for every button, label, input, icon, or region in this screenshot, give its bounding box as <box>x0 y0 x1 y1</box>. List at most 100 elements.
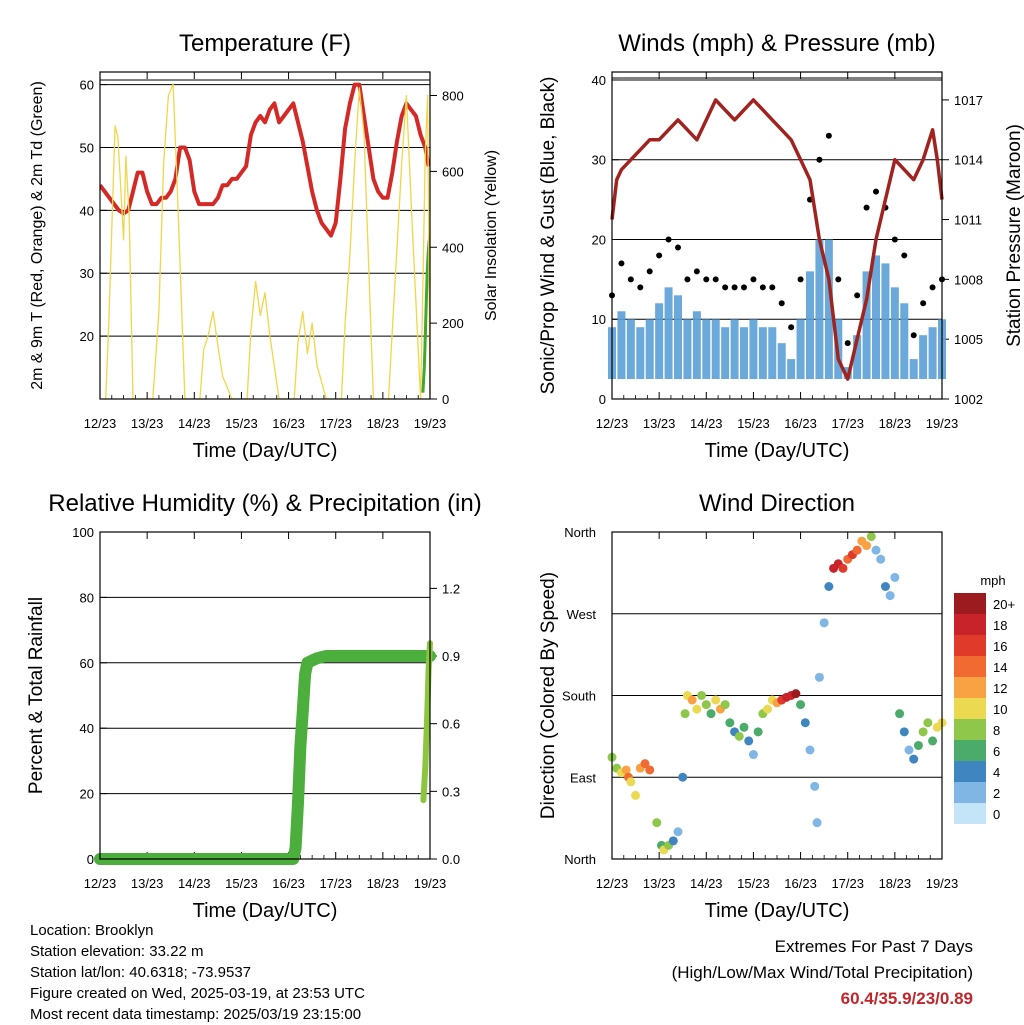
winddir-point <box>652 818 662 828</box>
gust-point <box>844 340 851 347</box>
gust-point <box>722 284 729 291</box>
winddir-point <box>819 618 829 628</box>
wind-point <box>872 255 880 379</box>
humidity-xlabel: Time (Day/UTC) <box>193 900 338 922</box>
wind-point <box>787 359 796 379</box>
wind-point <box>749 319 758 379</box>
temperature-ytick-right-label: 200 <box>442 316 464 331</box>
winddir-point <box>701 700 711 710</box>
gust-point <box>873 188 879 195</box>
gust-point <box>665 236 672 243</box>
temperature-ylabel: 2m & 9m T (Red, Orange) & 2m Td (Green) <box>29 81 46 390</box>
temperature-xtick-label: 13/23 <box>131 416 164 431</box>
colorbar-swatch <box>954 593 986 614</box>
winddir-point <box>739 722 749 732</box>
humidity-chart: 12/23 13/23 14/23 15/23 16/23 17/23 18/23 19/23… <box>26 490 482 922</box>
gust-point <box>750 276 757 283</box>
colorbar-label: 4 <box>993 765 1000 780</box>
humidity-ytick-label: 60 <box>80 656 94 671</box>
colorbar-label: 18 <box>993 618 1007 633</box>
temperature-xtick-label: 15/23 <box>225 416 258 431</box>
winddir-point <box>890 572 900 582</box>
colorbar-label: 2 <box>993 786 1000 801</box>
station-elevation: Station elevation: 33.22 m <box>30 943 204 960</box>
gust-point <box>741 284 747 291</box>
gust-point <box>825 132 832 139</box>
winddir-point <box>852 545 862 555</box>
temperature-ytick-right-label: 0 <box>442 392 449 407</box>
wind-point <box>740 327 748 379</box>
wind-point <box>900 303 909 379</box>
winddir-xtick-label: 14/23 <box>690 876 723 891</box>
winds-plot-border <box>611 71 943 400</box>
winddir-point <box>621 765 631 775</box>
winddir-point <box>680 709 690 719</box>
temperature-ytick-right-label: 800 <box>442 89 464 104</box>
winddir-chart: 12/23 13/23 14/23 15/23 16/23 17/23 18/23 19/23… <box>538 490 1015 922</box>
humidity-ytick-right-label: 0.0 <box>442 852 460 867</box>
gust-point <box>675 244 681 251</box>
winds-ylabel: Sonic/Prop Wind & Gust (Blue, Black) <box>538 77 559 395</box>
gust-point <box>910 332 917 339</box>
wind-point <box>928 327 937 379</box>
winddir-point <box>838 563 848 573</box>
colorbar-label: 14 <box>993 660 1007 675</box>
wind-point <box>853 335 862 379</box>
humidity-xtick-label: 16/23 <box>272 876 305 891</box>
winddir-point <box>899 727 909 737</box>
winddir-point <box>909 754 919 764</box>
colorbar-label: 6 <box>993 744 1000 759</box>
colorbar-label: 20+ <box>993 597 1015 612</box>
wind-point <box>919 335 928 379</box>
winddir-point <box>734 731 744 741</box>
colorbar-label: 0 <box>993 807 1000 822</box>
temperature-series-solar-insolation <box>105 83 430 399</box>
temperature-series-2m-t <box>100 82 430 238</box>
station-info: Location: Brooklyn Station elevation: 33… <box>30 920 365 1025</box>
wind-point <box>692 311 701 379</box>
humidity-ytick-label: 0 <box>87 852 94 867</box>
winds-xtick-label: 12/23 <box>596 416 629 431</box>
winddir-ytick-label: West <box>567 607 597 622</box>
winds-ytick-right-label: 1014 <box>954 153 983 168</box>
gust-point <box>656 252 663 259</box>
winddir-point <box>923 718 933 728</box>
humidity-ytick-label: 40 <box>80 721 94 736</box>
extremes-box: Extremes For Past 7 Days (High/Low/Max W… <box>672 934 973 1012</box>
winddir-xtick-label: 18/23 <box>879 876 912 891</box>
winddir-xtick-label: 17/23 <box>831 876 864 891</box>
winds-ytick-label: 0 <box>599 392 606 407</box>
wind-point <box>711 319 720 379</box>
winddir-ytick-label: South <box>562 689 596 704</box>
winds-ylabel-right: Station Pressure (Maroon) <box>1004 124 1024 347</box>
gust-point <box>693 268 700 275</box>
gust-point <box>731 284 738 291</box>
winddir-point <box>871 545 881 555</box>
temperature-xlabel: Time (Day/UTC) <box>193 440 338 462</box>
winddir-point <box>668 836 678 846</box>
humidity-plot-border <box>99 531 431 860</box>
station-latlon: Station lat/lon: 40.6318; -73.9537 <box>30 964 252 981</box>
temperature-ytick-label: 60 <box>80 78 94 93</box>
colorbar-label: 16 <box>993 639 1007 654</box>
gust-point <box>920 300 927 307</box>
humidity-series-total-rainfall <box>94 650 436 865</box>
gust-point <box>646 268 653 275</box>
humidity-ytick-label: 80 <box>80 590 94 605</box>
winddir-point <box>866 532 876 542</box>
gust-point <box>854 292 861 299</box>
temperature-ytick-right-label: 400 <box>442 240 464 255</box>
wind-point <box>824 239 833 379</box>
gust-point <box>712 276 719 283</box>
winddir-point <box>645 765 655 775</box>
winddir-point <box>748 750 758 760</box>
temperature-title: Temperature (F) <box>179 30 351 57</box>
temperature-chart: 12/23 13/23 14/23 15/23 16/23 17/23 18/23 19/23… <box>29 30 500 462</box>
humidity-xtick-label: 14/23 <box>178 876 211 891</box>
winddir-point <box>678 772 688 782</box>
wind-point <box>796 319 805 379</box>
winddir-point <box>800 718 810 728</box>
colorbar-label: 10 <box>993 702 1007 717</box>
winds-ytick-label: 40 <box>592 73 606 88</box>
station-location: Location: Brooklyn <box>30 922 154 939</box>
